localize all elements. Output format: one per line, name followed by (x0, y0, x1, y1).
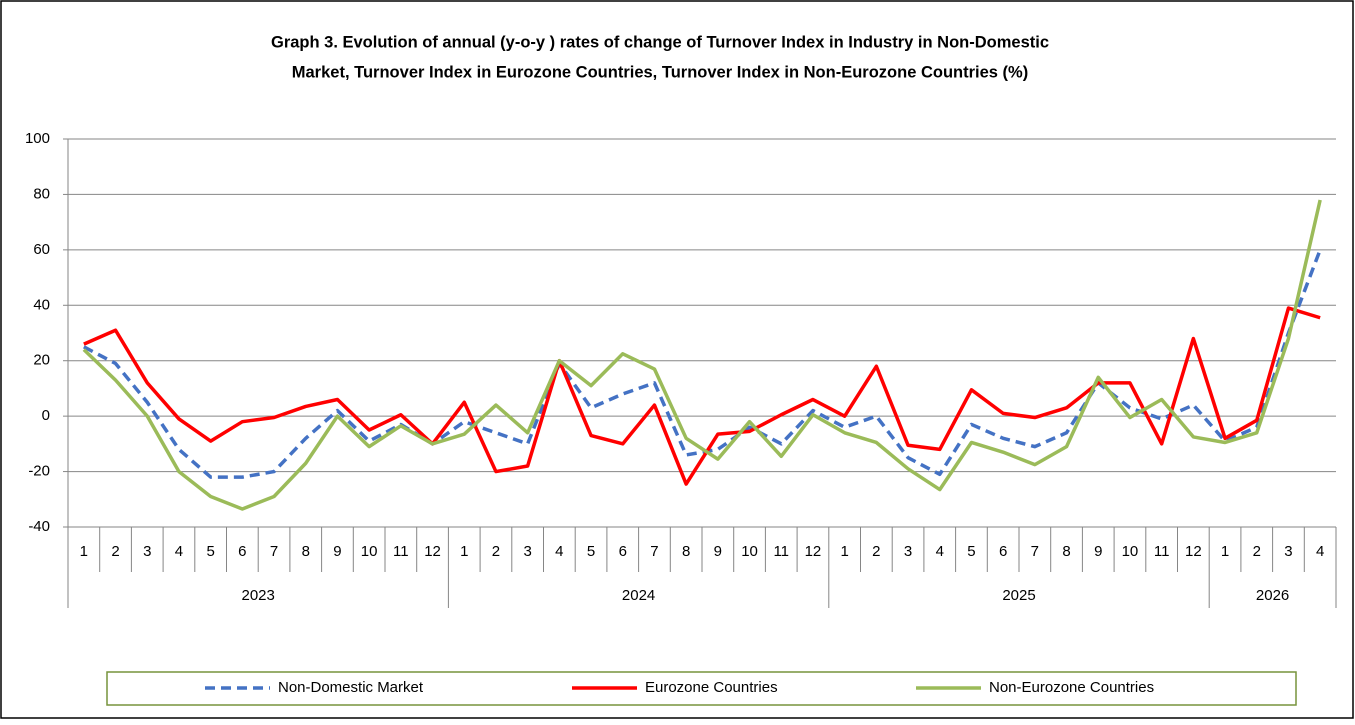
x-group-label: 2025 (1002, 587, 1035, 604)
x-tick-label: 12 (805, 543, 822, 560)
x-tick-label: 1 (460, 543, 468, 560)
legend-box (106, 671, 1297, 706)
x-tick-label: 9 (333, 543, 341, 560)
x-tick-label: 4 (936, 543, 944, 560)
y-tick-label: -40 (28, 518, 50, 535)
x-tick-label: 10 (741, 543, 758, 560)
x-tick-label: 7 (650, 543, 658, 560)
x-tick-label: 8 (302, 543, 310, 560)
legend-label: Non-Domestic Market (278, 679, 424, 696)
x-tick-label: 2 (872, 543, 880, 560)
y-tick-label: 0 (42, 407, 50, 424)
x-tick-label: 9 (714, 543, 722, 560)
x-tick-label: 11 (773, 543, 789, 560)
x-tick-label: 3 (904, 543, 912, 560)
x-tick-label: 8 (1062, 543, 1070, 560)
legend-label: Non-Eurozone Countries (989, 679, 1154, 696)
x-tick-label: 1 (1221, 543, 1229, 560)
x-tick-label: 2 (492, 543, 500, 560)
x-tick-label: 12 (1185, 543, 1202, 560)
x-tick-label: 10 (361, 543, 378, 560)
y-tick-label: 80 (33, 185, 50, 202)
x-tick-label: 10 (1122, 543, 1139, 560)
x-tick-label: 9 (1094, 543, 1102, 560)
y-tick-label: 40 (33, 296, 50, 313)
y-tick-label: 60 (33, 241, 50, 258)
x-group-label: 2026 (1256, 587, 1289, 604)
x-tick-label: 5 (967, 543, 975, 560)
y-tick-label: 20 (33, 352, 50, 369)
x-tick-label: 2 (1253, 543, 1261, 560)
x-tick-label: 4 (175, 543, 183, 560)
x-tick-label: 1 (840, 543, 848, 560)
series-line (83, 306, 1321, 486)
legend-label: Eurozone Countries (645, 679, 778, 696)
x-tick-label: 2 (111, 543, 119, 560)
chart-title: Graph 3. Evolution of annual (y-o-y ) ra… (271, 33, 1049, 51)
y-tick-label: -20 (28, 463, 50, 480)
x-tick-label: 6 (619, 543, 627, 560)
x-tick-label: 3 (523, 543, 531, 560)
x-tick-label: 1 (80, 543, 88, 560)
x-tick-label: 12 (424, 543, 441, 560)
x-tick-label: 5 (587, 543, 595, 560)
y-tick-label: 100 (25, 130, 50, 147)
x-tick-label: 7 (270, 543, 278, 560)
x-tick-label: 11 (1154, 543, 1170, 560)
x-tick-label: 4 (1316, 543, 1324, 560)
x-tick-label: 6 (999, 543, 1007, 560)
chart-title: Market, Turnover Index in Eurozone Count… (292, 63, 1028, 81)
x-tick-label: 11 (393, 543, 409, 560)
x-tick-label: 6 (238, 543, 246, 560)
x-group-label: 2023 (242, 587, 275, 604)
x-tick-label: 4 (555, 543, 563, 560)
x-group-label: 2024 (622, 587, 655, 604)
x-tick-label: 3 (1284, 543, 1292, 560)
x-tick-label: 3 (143, 543, 151, 560)
x-tick-label: 7 (1031, 543, 1039, 560)
x-tick-label: 5 (206, 543, 214, 560)
series-line (82, 199, 1322, 511)
x-tick-label: 8 (682, 543, 690, 560)
